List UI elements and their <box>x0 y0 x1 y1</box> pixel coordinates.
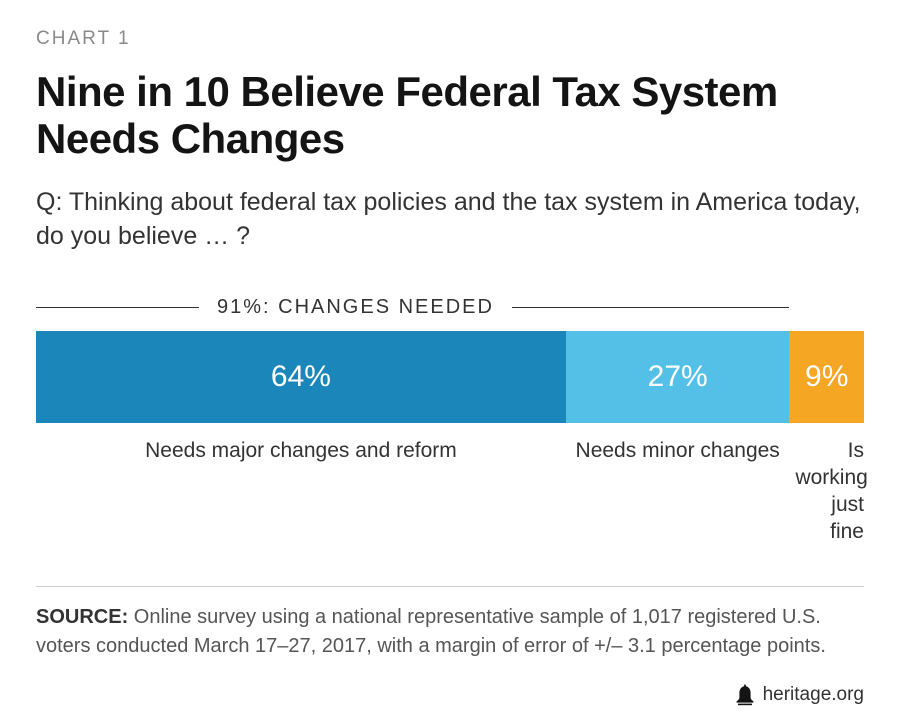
footer-site: heritage.org <box>763 684 864 706</box>
footer-attribution: heritage.org <box>735 684 864 706</box>
bracket-line-right <box>512 307 790 308</box>
chart-number-label: CHART 1 <box>36 28 864 50</box>
bar-segment-2: 9% <box>789 331 864 423</box>
segment-label-0: Needs major changes and reform <box>36 437 566 546</box>
bracket-line-left <box>36 307 199 308</box>
segment-labels-row: Needs major changes and reformNeeds mino… <box>36 437 864 546</box>
survey-question: Q: Thinking about federal tax policies a… <box>36 186 864 254</box>
bar-segment-0: 64% <box>36 331 566 423</box>
source-prefix: SOURCE: <box>36 606 128 628</box>
bell-icon <box>735 684 755 706</box>
source-text: Online survey using a national represent… <box>36 606 826 657</box>
bracket-label: 91%: CHANGES NEEDED <box>199 296 512 319</box>
chart-title: Nine in 10 Believe Federal Tax System Ne… <box>36 68 864 162</box>
bar-segment-1: 27% <box>566 331 790 423</box>
source-note: SOURCE: Online survey using a national r… <box>36 603 864 661</box>
summary-bracket: 91%: CHANGES NEEDED <box>36 296 864 319</box>
segment-label-1: Needs minor changes <box>566 437 790 546</box>
segment-label-2: Is working just fine <box>789 437 864 546</box>
section-divider <box>36 586 864 587</box>
stacked-bar: 64%27%9% <box>36 331 864 423</box>
